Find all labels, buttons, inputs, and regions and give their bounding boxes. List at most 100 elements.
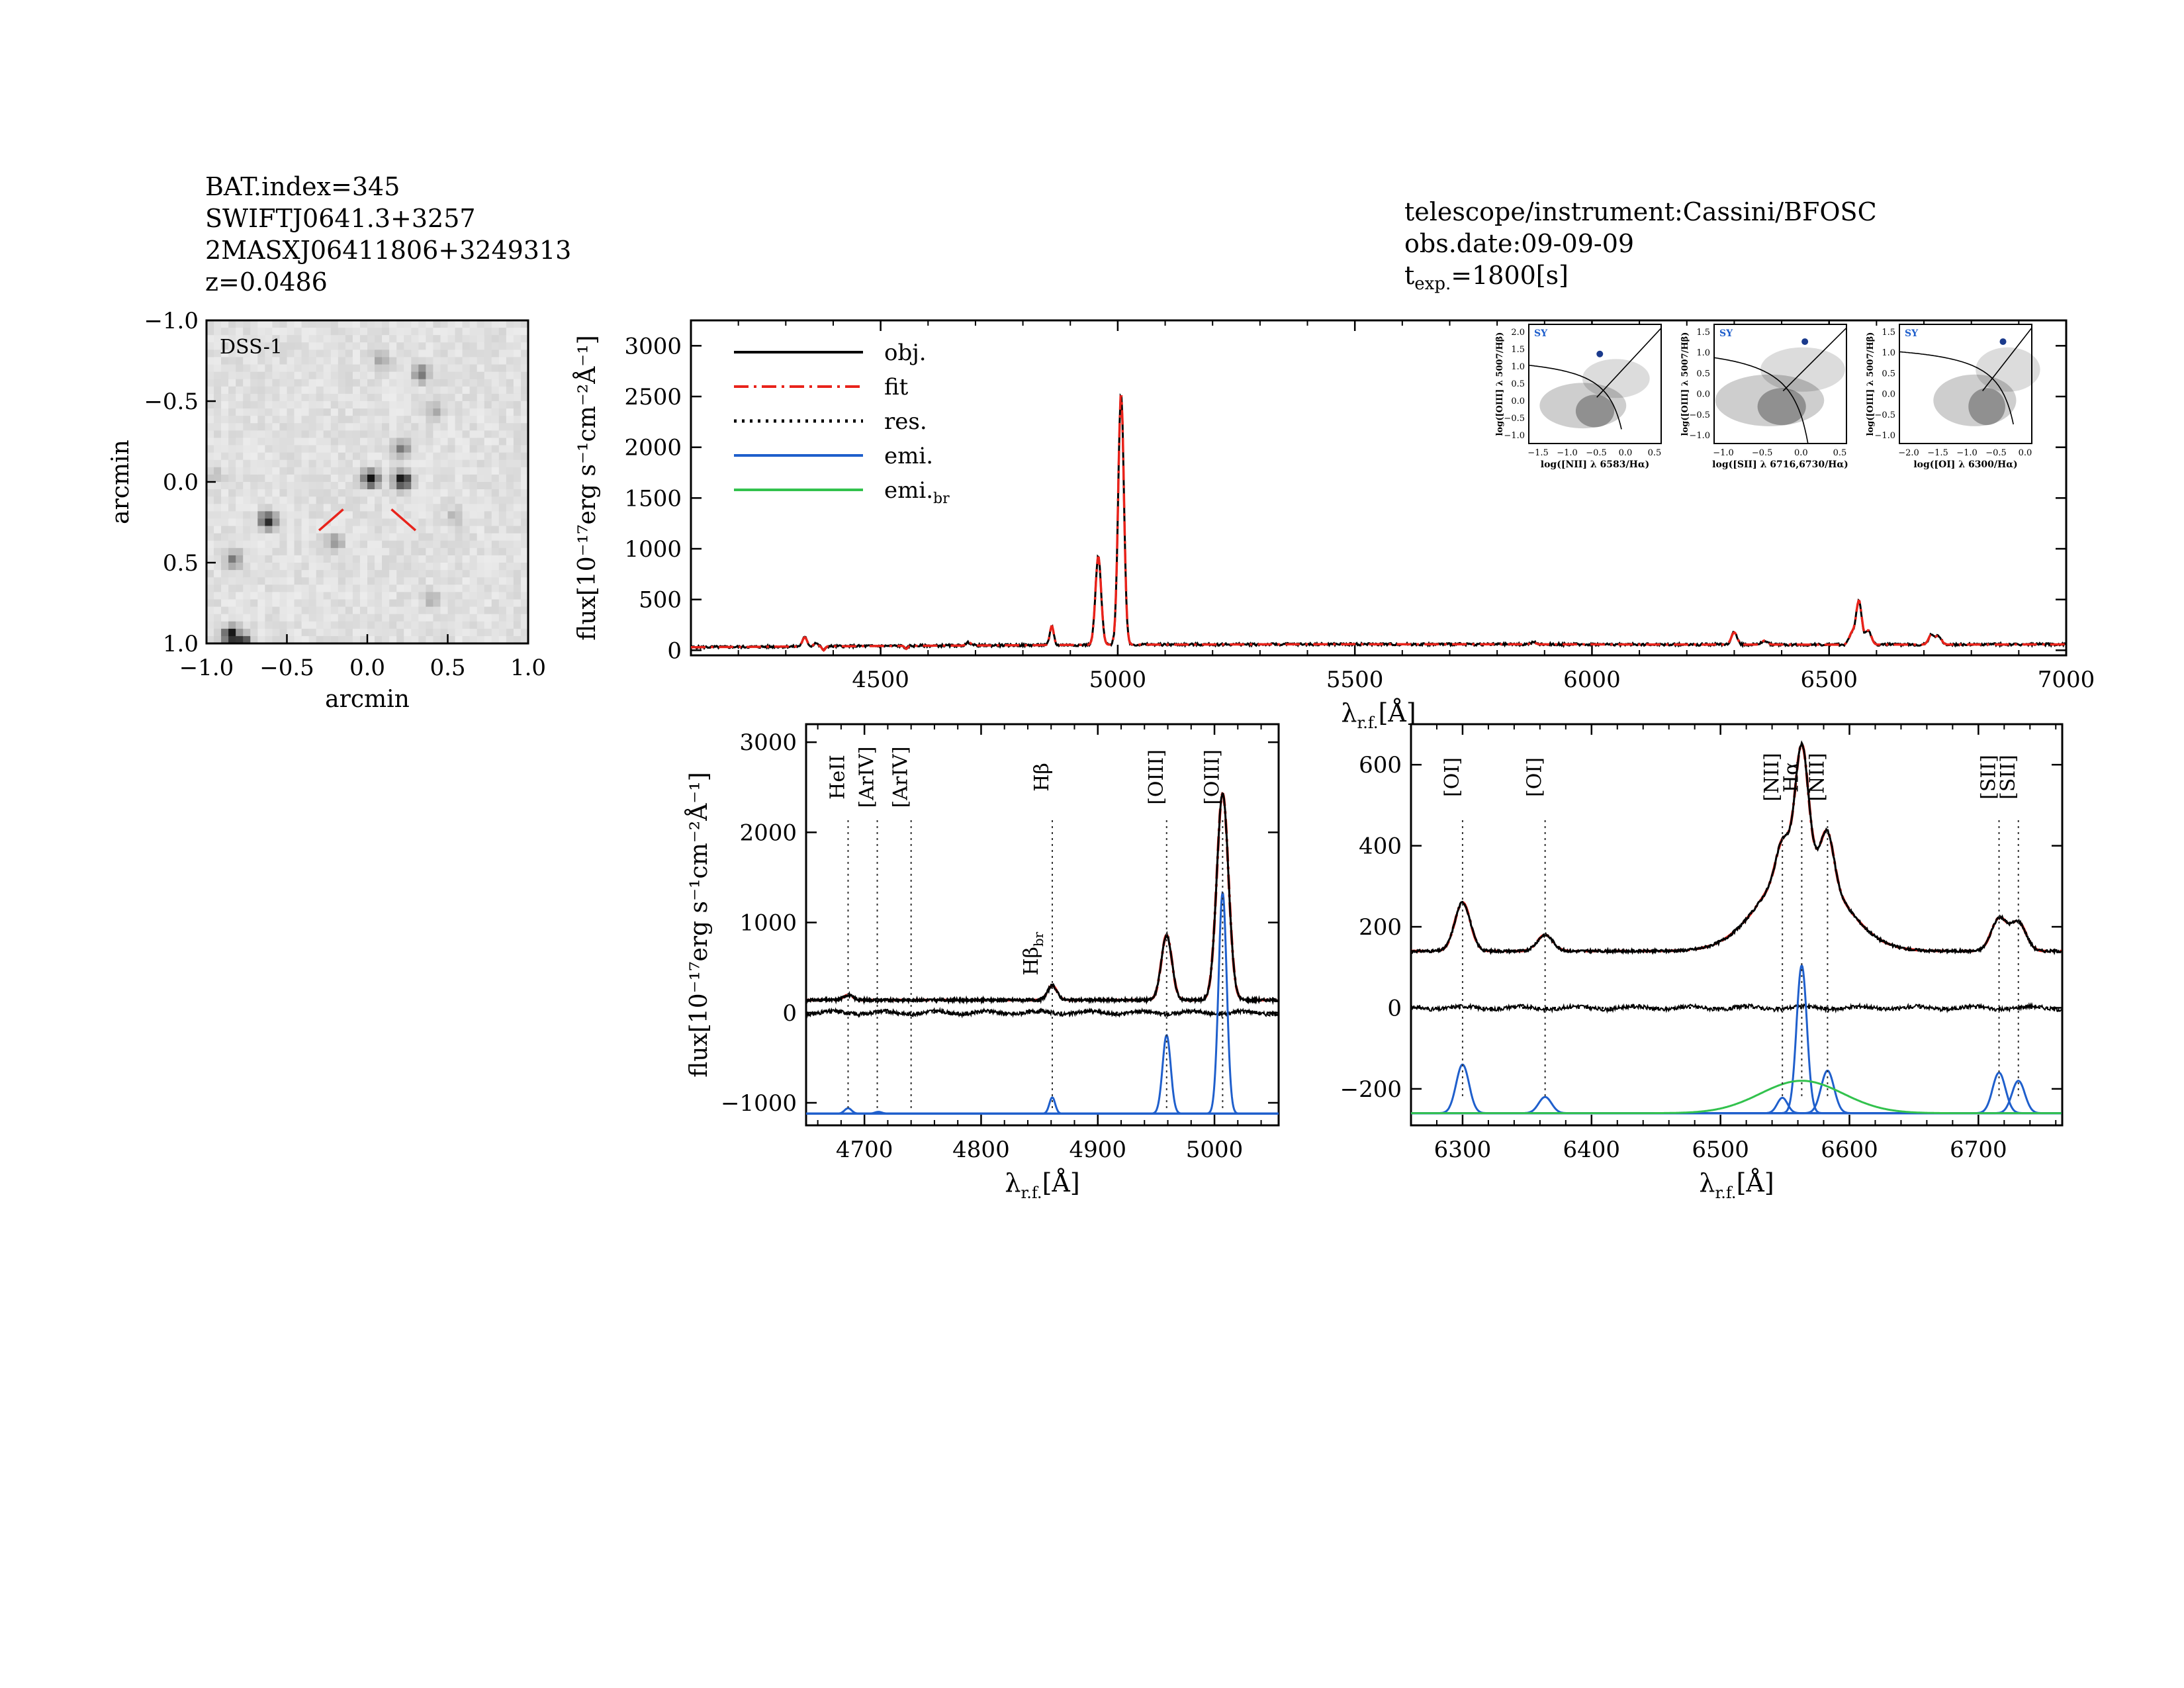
image-pixel bbox=[257, 621, 265, 630]
image-pixel bbox=[426, 430, 434, 439]
image-pixel bbox=[257, 511, 265, 520]
image-pixel bbox=[250, 393, 258, 402]
image-pixel bbox=[352, 350, 361, 358]
bpt-background bbox=[1899, 324, 2032, 444]
image-pixel bbox=[352, 599, 361, 608]
image-pixel bbox=[411, 511, 419, 520]
image-pixel bbox=[375, 379, 383, 387]
image-pixel bbox=[367, 504, 375, 512]
image-pixel bbox=[396, 606, 404, 615]
image-pixel bbox=[352, 416, 361, 424]
image-pixel bbox=[257, 335, 265, 343]
swift-name: SWIFTJ0641.3+3257 bbox=[205, 204, 476, 233]
image-pixel bbox=[359, 401, 368, 409]
image-pixel bbox=[447, 371, 456, 380]
line-marker-label: [OI] bbox=[1524, 757, 1547, 797]
image-pixel bbox=[294, 599, 302, 608]
image-pixel bbox=[447, 614, 456, 622]
image-pixel bbox=[418, 342, 426, 350]
image-pixel bbox=[513, 467, 522, 475]
image-pixel bbox=[265, 445, 273, 453]
emission-component-line bbox=[1411, 1096, 2062, 1115]
image-pixel bbox=[359, 496, 368, 504]
image-pixel bbox=[498, 423, 507, 431]
image-pixel bbox=[330, 320, 339, 328]
image-pixel bbox=[359, 526, 368, 534]
image-pixel bbox=[418, 320, 426, 328]
y-tick-label: −0.5 bbox=[144, 389, 199, 415]
image-pixel bbox=[447, 635, 456, 644]
image-pixel bbox=[330, 364, 339, 373]
image-pixel bbox=[455, 459, 463, 468]
image-pixel bbox=[498, 511, 507, 520]
image-pixel bbox=[404, 335, 412, 343]
image-pixel bbox=[338, 452, 346, 461]
image-pixel bbox=[477, 401, 485, 409]
image-pixel bbox=[367, 489, 375, 497]
image-pixel bbox=[513, 379, 522, 387]
image-pixel bbox=[411, 401, 419, 409]
image-pixel bbox=[206, 393, 214, 402]
image-pixel bbox=[228, 635, 236, 644]
image-pixel bbox=[396, 438, 404, 446]
image-pixel bbox=[375, 393, 383, 402]
image-pixel bbox=[440, 577, 449, 585]
density-contour bbox=[1539, 383, 1627, 429]
image-pixel bbox=[498, 357, 507, 365]
image-pixel bbox=[265, 555, 273, 563]
image-pixel bbox=[404, 482, 412, 490]
image-pixel bbox=[221, 585, 229, 592]
x-tick-label: 5000 bbox=[1186, 1137, 1244, 1163]
image-pixel bbox=[338, 511, 346, 520]
image-pixel bbox=[455, 379, 463, 387]
image-pixel bbox=[382, 621, 390, 630]
image-pixel bbox=[455, 438, 463, 446]
image-pixel bbox=[375, 430, 383, 439]
image-pixel bbox=[455, 430, 463, 439]
image-pixel bbox=[462, 320, 471, 328]
image-pixel bbox=[367, 445, 375, 453]
image-pixel bbox=[491, 445, 500, 453]
image-pixel bbox=[440, 467, 449, 475]
image-pixel bbox=[359, 320, 368, 328]
image-pixel bbox=[206, 459, 214, 468]
image-pixel bbox=[447, 474, 456, 483]
image-pixel bbox=[469, 526, 478, 534]
image-pixel bbox=[272, 393, 281, 402]
image-pixel bbox=[265, 408, 273, 416]
y-tick-label: 0 bbox=[1387, 995, 1402, 1021]
image-pixel bbox=[338, 540, 346, 549]
image-pixel bbox=[359, 555, 368, 563]
image-pixel bbox=[433, 364, 441, 373]
image-pixel bbox=[279, 496, 288, 504]
image-pixel bbox=[389, 467, 397, 475]
image-pixel bbox=[294, 635, 302, 644]
image-pixel bbox=[359, 474, 368, 483]
image-pixel bbox=[338, 635, 346, 644]
image-pixel bbox=[316, 371, 324, 380]
image-pixel bbox=[352, 379, 361, 387]
image-pixel bbox=[221, 350, 229, 358]
image-pixel bbox=[520, 350, 529, 358]
image-pixel bbox=[206, 408, 214, 416]
image-pixel bbox=[352, 547, 361, 556]
seyfert-liner-line bbox=[1982, 327, 2032, 392]
image-pixel bbox=[498, 635, 507, 644]
image-pixel bbox=[352, 585, 361, 592]
image-pixel bbox=[279, 614, 288, 622]
image-pixel bbox=[469, 621, 478, 630]
image-pixel bbox=[498, 320, 507, 328]
image-pixel bbox=[323, 335, 332, 343]
image-pixel bbox=[257, 504, 265, 512]
image-pixel bbox=[243, 563, 251, 571]
image-pixel bbox=[301, 350, 310, 358]
image-pixel bbox=[338, 438, 346, 446]
image-pixel bbox=[338, 585, 346, 592]
image-pixel bbox=[375, 320, 383, 328]
image-pixel bbox=[389, 585, 397, 592]
image-pixel bbox=[228, 504, 236, 512]
image-pixel bbox=[221, 379, 229, 387]
image-pixel bbox=[345, 592, 353, 600]
image-pixel bbox=[382, 393, 390, 402]
image-pixel bbox=[455, 328, 463, 336]
